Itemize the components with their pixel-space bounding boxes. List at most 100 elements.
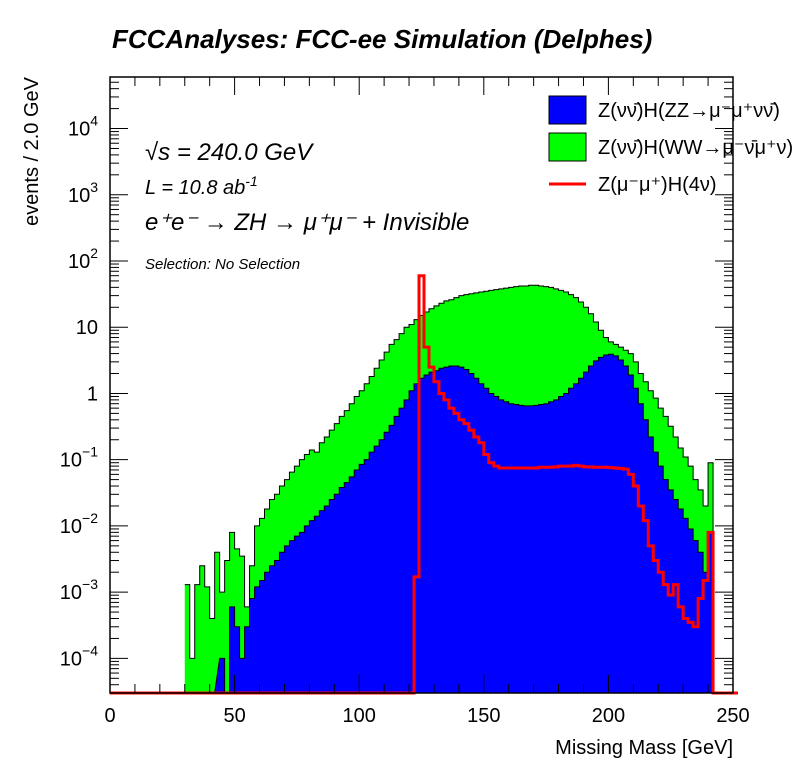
series-2-bin [369,452,374,693]
series-2-bin [404,400,409,693]
series-2-bin [364,460,369,693]
process-annotation: e⁺e⁻ → ZH → μ⁺μ⁻ + Invisible [145,209,469,236]
series-2-bin [564,393,569,693]
y-tick-label: 102 [68,245,98,273]
series-2-bin [549,402,554,693]
series-2-bin [329,500,334,693]
series-2-bin [474,378,479,693]
series-2-bin [643,420,648,693]
luminosity-exponent: -1 [245,173,257,189]
y-tick-label: 104 [68,113,98,141]
series-2-bin [344,483,349,693]
series-2-bin [479,384,484,693]
series-2-bin [593,361,598,693]
series-2-bin [499,400,504,693]
series-2-bin [384,432,389,693]
series-2-bin [265,572,270,693]
series-2-bin [260,580,265,693]
plot-frame [109,76,734,694]
series-2-bin [574,384,579,693]
series-2-bin [494,396,499,693]
series-2-bin [544,404,549,693]
series-2-bin [429,372,434,693]
series-2-bin [464,369,469,693]
series-2-bin [638,404,643,693]
series-2-bin [439,368,444,693]
sqrt-s-annotation: √s = 240.0 GeV [145,139,314,166]
series-2-bin [319,511,324,693]
series-2-bin [299,532,304,693]
x-tick-label: 200 [592,705,625,727]
series-1-bin [205,587,210,693]
series-2-bin [539,405,544,693]
series-2-bin [220,658,225,693]
series-1-bin [210,618,215,693]
series-3-line [110,274,738,695]
series-1-outline [184,284,719,694]
x-tick-label: 0 [104,705,115,727]
selection-annotation: Selection: No Selection [145,256,300,273]
series-1-bin [190,658,195,693]
series-2-bin [394,416,399,693]
series-2-bin [504,402,509,693]
series-2-bin [588,366,593,693]
y-tick-label: 10−2 [60,510,98,538]
series-2-bin [569,388,574,693]
series-2-bin [583,372,588,693]
series-2-bin [359,464,364,693]
series-2-bin [529,406,534,693]
luminosity-annotation: L = 10.8 ab-1 [145,173,258,199]
series-2-bin [623,366,628,693]
series-2-bin [633,388,638,693]
y-tick-label: 10−1 [60,444,98,472]
series-2-bin [489,393,494,693]
y-tick-label: 10−4 [60,642,98,670]
series-1-bin [200,566,205,693]
series-2-bin [389,425,394,693]
series-2-bin [274,561,279,693]
series-2-bin [309,521,314,693]
series-2-bin [250,599,255,693]
y-tick-label: 103 [68,179,98,207]
series-2-bin [444,367,449,693]
y-tick-label: 10−3 [60,576,98,604]
x-tick-label: 50 [223,705,245,727]
series-2-bin [399,408,404,693]
series-2-bin [484,388,489,693]
series-2-bin [339,488,344,693]
series-2-bin [449,366,454,693]
series-2-bin [379,440,384,693]
series-2-bin [554,400,559,693]
series-2-bin [349,477,354,693]
series-2-bin [434,371,439,693]
series-2-bin [469,374,474,693]
legend-label-2: Z(νν̄)H(ZZ→μ⁻μ⁺νν̄) [598,100,780,122]
legend: Z(νν̄)H(ZZ→μ⁻μ⁺νν̄) Z(νν̄)H(WW→μ⁻ν̄μ⁺ν) Z(… [548,95,793,196]
y-tick-label: 1 [87,383,98,405]
series-2-bin [514,405,519,693]
series-2-bin [618,360,623,693]
series-2-bin [559,396,564,693]
series-2-outline [199,353,719,694]
series-2-bin [608,354,613,693]
series-2-bin [294,536,299,693]
legend-swatch-1 [548,132,587,162]
series-2-bin [284,546,289,693]
series-2-bin [628,375,633,693]
series-1-bin [195,585,200,693]
series-2-bin [688,529,693,693]
series-3 [110,274,738,695]
x-tick-label: 100 [343,705,376,727]
series-2-bin [519,405,524,693]
series-2-bin [269,566,274,693]
series-2-bin [324,506,329,693]
series-2-bin [255,587,260,693]
series-2-bin [334,494,339,693]
legend-label-3: Z(μ⁻μ⁺)H(4ν) [598,174,717,196]
series-2-bin [314,516,319,693]
series-2-fill [199,354,719,693]
data-layer [110,274,738,695]
luminosity-text: L = 10.8 ab [145,177,245,199]
x-axis: 0 50 100 150 200 250 [104,77,750,727]
